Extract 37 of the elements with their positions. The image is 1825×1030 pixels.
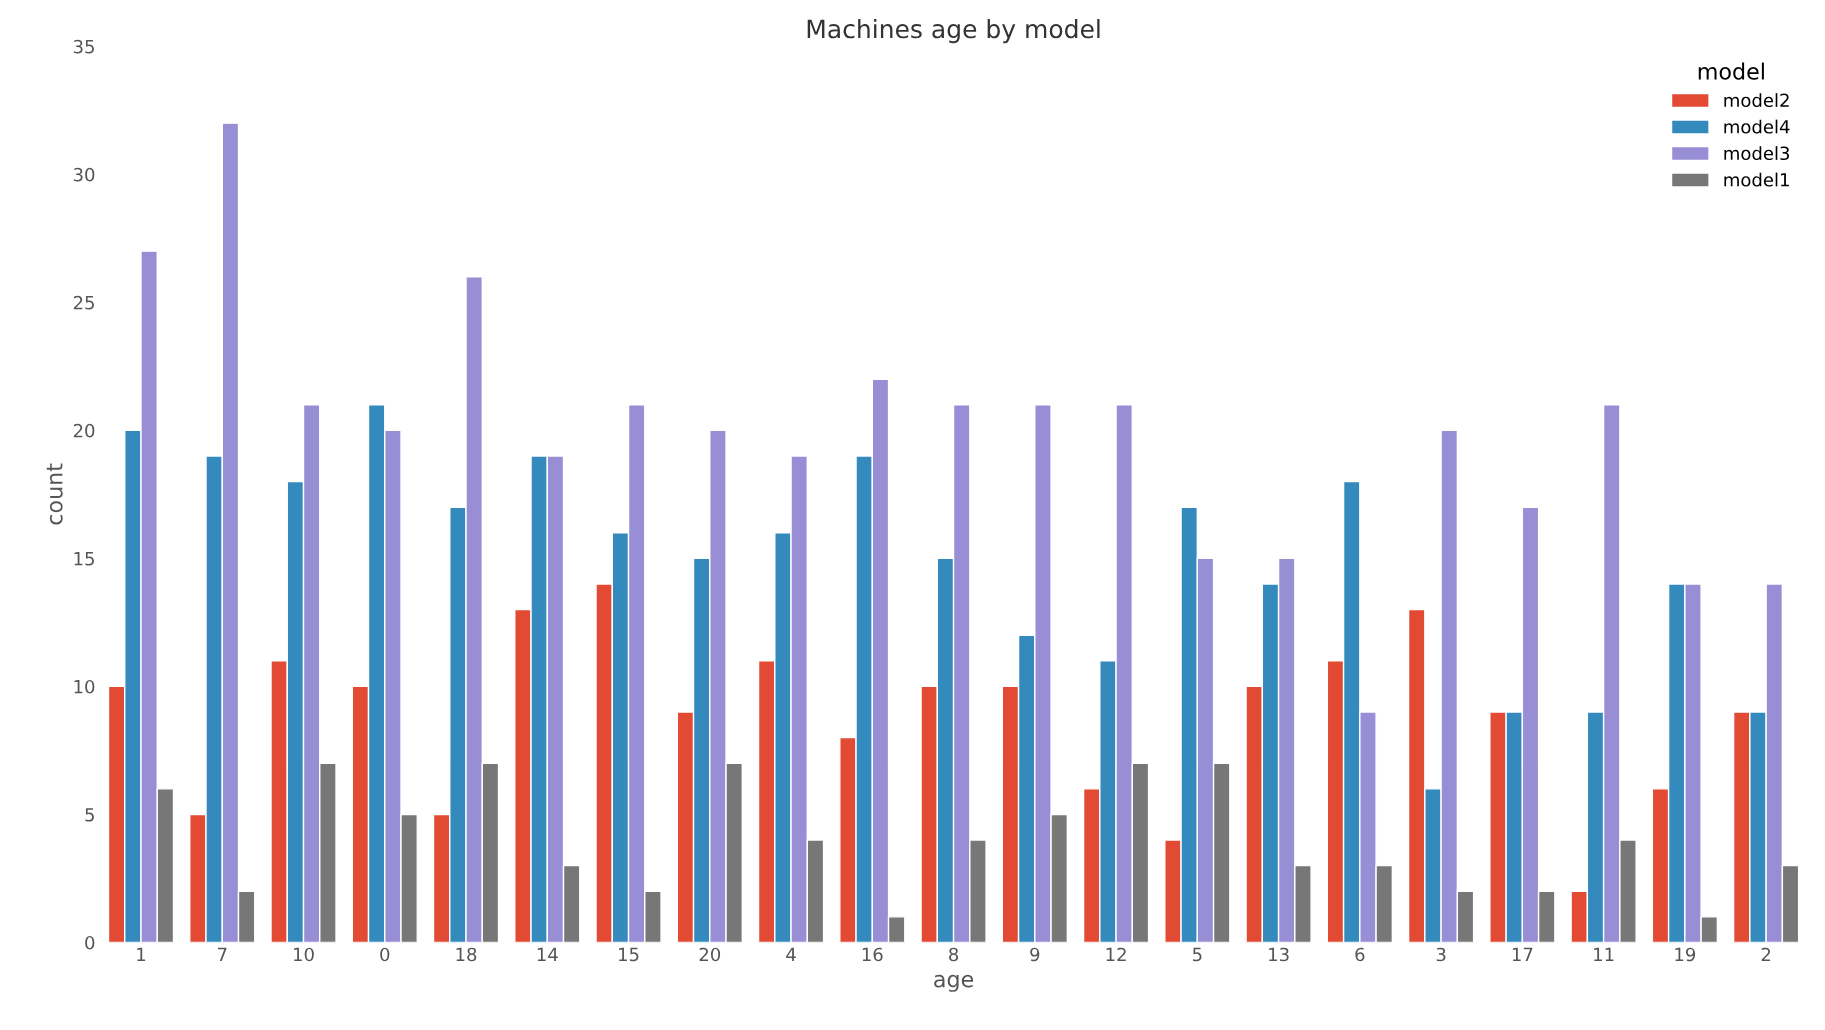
x-tick-label: 18 [456,947,477,962]
y-tick-label: 35 [73,39,94,54]
y-tick-label: 15 [74,552,94,566]
legend-label: model4 [1724,119,1790,134]
x-tick-label: 14 [537,947,558,962]
x-tick-label: 16 [862,947,883,962]
x-tick-label: 17 [1512,947,1533,962]
x-tick-label: 7 [218,947,227,962]
legend-title: model [1698,62,1764,80]
x-tick-label: 20 [699,947,721,962]
x-tick-label: 12 [1106,947,1126,962]
x-tick-label: 0 [380,947,390,962]
y-axis-title: count [46,463,63,525]
x-tick-label: 15 [619,947,639,962]
x-tick-label: 4 [786,947,796,962]
x-axis-title: age [934,974,974,992]
x-tick-label: 19 [1675,947,1696,962]
y-tick-label: 30 [73,167,95,182]
x-tick-label: 9 [1030,947,1040,962]
x-tick-label: 5 [1192,947,1202,962]
legend-label: model1 [1724,172,1789,187]
x-tick-label: 10 [294,947,314,962]
x-tick-label: 13 [1269,947,1289,962]
x-tick-label: 6 [1355,947,1365,962]
legend-label: model3 [1724,146,1790,161]
x-tick-label: 3 [1436,947,1446,962]
x-tick-label: 1 [137,947,146,962]
chart-title: Machines age by model [807,19,1100,44]
y-tick-label: 10 [74,679,95,694]
y-tick-label: 25 [73,295,94,310]
x-tick-label: 2 [1761,947,1771,962]
legend-label: model2 [1724,93,1789,108]
y-tick-label: 0 [85,935,95,950]
x-tick-label: 11 [1594,947,1614,962]
y-tick-label: 20 [73,423,95,438]
y-tick-label: 5 [85,808,94,822]
x-tick-label: 8 [949,947,959,962]
